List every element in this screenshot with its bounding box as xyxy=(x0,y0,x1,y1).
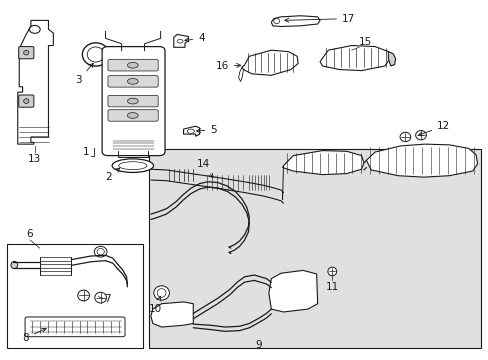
Polygon shape xyxy=(183,126,199,136)
Text: 17: 17 xyxy=(284,14,355,24)
Text: 5: 5 xyxy=(196,125,217,135)
Bar xyxy=(6,244,143,348)
Text: 6: 6 xyxy=(26,229,33,239)
Text: 11: 11 xyxy=(325,282,338,292)
Ellipse shape xyxy=(157,289,165,297)
Polygon shape xyxy=(151,302,193,327)
Ellipse shape xyxy=(127,113,138,118)
Ellipse shape xyxy=(127,62,138,68)
Ellipse shape xyxy=(87,47,104,62)
Ellipse shape xyxy=(82,43,109,66)
Ellipse shape xyxy=(327,267,336,276)
Ellipse shape xyxy=(78,290,89,301)
Ellipse shape xyxy=(127,98,138,104)
Text: 7: 7 xyxy=(104,294,110,304)
Text: 3: 3 xyxy=(75,63,93,85)
Polygon shape xyxy=(282,150,363,175)
Ellipse shape xyxy=(415,131,426,140)
Text: 13: 13 xyxy=(28,154,41,164)
Text: 2: 2 xyxy=(105,168,120,182)
Text: 12: 12 xyxy=(418,121,449,136)
Polygon shape xyxy=(242,50,298,75)
Polygon shape xyxy=(18,21,53,144)
Text: 16: 16 xyxy=(215,61,240,71)
Text: 8: 8 xyxy=(22,328,46,343)
Ellipse shape xyxy=(119,162,147,170)
FancyBboxPatch shape xyxy=(19,95,34,107)
Ellipse shape xyxy=(23,50,29,55)
Text: 1: 1 xyxy=(83,147,90,157)
Polygon shape xyxy=(268,270,317,312)
Ellipse shape xyxy=(29,26,40,33)
Ellipse shape xyxy=(95,292,106,303)
Ellipse shape xyxy=(23,99,29,103)
Polygon shape xyxy=(387,51,395,66)
Ellipse shape xyxy=(97,248,104,255)
Text: 10: 10 xyxy=(149,296,162,314)
Text: 4: 4 xyxy=(184,33,204,43)
FancyBboxPatch shape xyxy=(108,76,158,87)
Text: 14: 14 xyxy=(196,159,213,178)
Ellipse shape xyxy=(177,40,183,43)
Polygon shape xyxy=(320,45,389,71)
Ellipse shape xyxy=(11,261,18,269)
FancyBboxPatch shape xyxy=(108,110,158,121)
Ellipse shape xyxy=(187,129,194,134)
Ellipse shape xyxy=(154,286,169,300)
Ellipse shape xyxy=(94,246,107,257)
Polygon shape xyxy=(366,144,477,177)
FancyBboxPatch shape xyxy=(108,95,158,107)
Text: 9: 9 xyxy=(255,340,262,350)
FancyBboxPatch shape xyxy=(25,317,125,337)
Polygon shape xyxy=(271,16,320,27)
FancyBboxPatch shape xyxy=(19,46,34,59)
Ellipse shape xyxy=(127,78,138,84)
Ellipse shape xyxy=(399,132,410,141)
Ellipse shape xyxy=(112,159,153,172)
FancyBboxPatch shape xyxy=(108,59,158,71)
Polygon shape xyxy=(173,35,188,47)
Ellipse shape xyxy=(273,19,279,24)
Bar xyxy=(149,149,480,348)
Text: 15: 15 xyxy=(358,37,371,47)
FancyBboxPatch shape xyxy=(102,46,164,156)
